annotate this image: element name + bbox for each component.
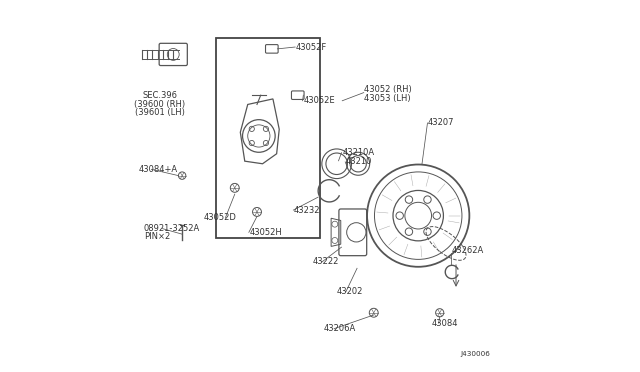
Text: 43052E: 43052E [303,96,335,105]
Text: PIN×2: PIN×2 [144,231,170,241]
Text: 43202: 43202 [337,287,363,296]
Text: 43084+A: 43084+A [138,165,177,174]
Text: 43222: 43222 [312,257,339,266]
Text: 43262A: 43262A [452,246,484,255]
Text: 43052 (RH): 43052 (RH) [364,85,412,94]
Text: 43210A: 43210A [342,148,374,157]
Text: 43207: 43207 [428,119,454,128]
Text: 43084: 43084 [431,319,458,328]
Text: 43210: 43210 [346,157,372,166]
Text: 43052H: 43052H [250,228,282,237]
Text: 08921-3252A: 08921-3252A [144,224,200,233]
Text: 43232: 43232 [294,206,321,215]
Text: 43052F: 43052F [296,42,327,51]
Text: 43053 (LH): 43053 (LH) [364,94,411,103]
Text: SEC.396: SEC.396 [142,91,177,100]
Text: J430006: J430006 [461,350,491,356]
Text: 43052D: 43052D [204,213,236,222]
Text: 43206A: 43206A [324,324,356,333]
Text: (39600 (RH): (39600 (RH) [134,100,186,109]
Text: (39601 (LH): (39601 (LH) [135,108,185,117]
